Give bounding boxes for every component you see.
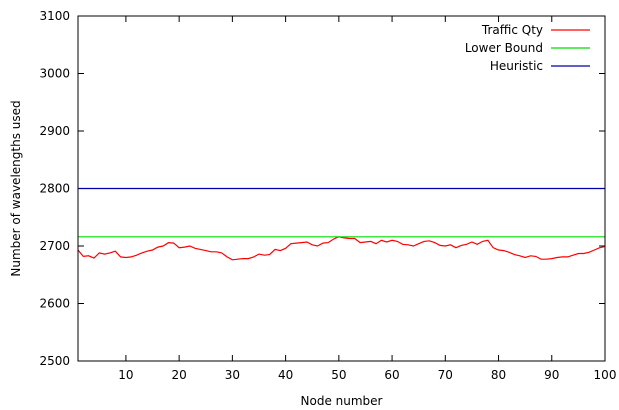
x-tick-label: 100 (594, 368, 617, 382)
y-tick-label: 3000 (39, 67, 70, 81)
y-tick-label: 2700 (39, 239, 70, 253)
y-tick-label: 2600 (39, 297, 70, 311)
legend: Traffic Qty Lower Bound Heuristic (465, 23, 590, 73)
x-tick-label: 10 (118, 368, 133, 382)
legend-label-lower-bound: Lower Bound (465, 41, 543, 55)
x-tick-label: 50 (331, 368, 346, 382)
tick-layer: 2500 2600 2700 2800 2900 3000 3100 10 20 30 40 50 60… (39, 9, 616, 382)
x-tick-label: 40 (278, 368, 293, 382)
y-tick-label: 2900 (39, 124, 70, 138)
y-tick-label: 3100 (39, 9, 70, 23)
y-tick-label: 2500 (39, 354, 70, 368)
x-tick-label: 30 (225, 368, 240, 382)
y-tick-label: 2800 (39, 182, 70, 196)
x-tick-label: 60 (384, 368, 399, 382)
x-tick-label: 80 (491, 368, 506, 382)
x-tick-label: 90 (544, 368, 559, 382)
plot-frame (77, 15, 606, 362)
legend-label-traffic-qty: Traffic Qty (481, 23, 543, 37)
legend-label-heuristic: Heuristic (490, 59, 543, 73)
y-axis-label: Number of wavelengths used (9, 100, 23, 276)
series-line-traffic-qty (77, 236, 606, 261)
series-layer (77, 187, 606, 261)
x-axis-label: Node number (301, 394, 383, 408)
x-tick-label: 20 (172, 368, 187, 382)
x-tick-label: 70 (438, 368, 453, 382)
